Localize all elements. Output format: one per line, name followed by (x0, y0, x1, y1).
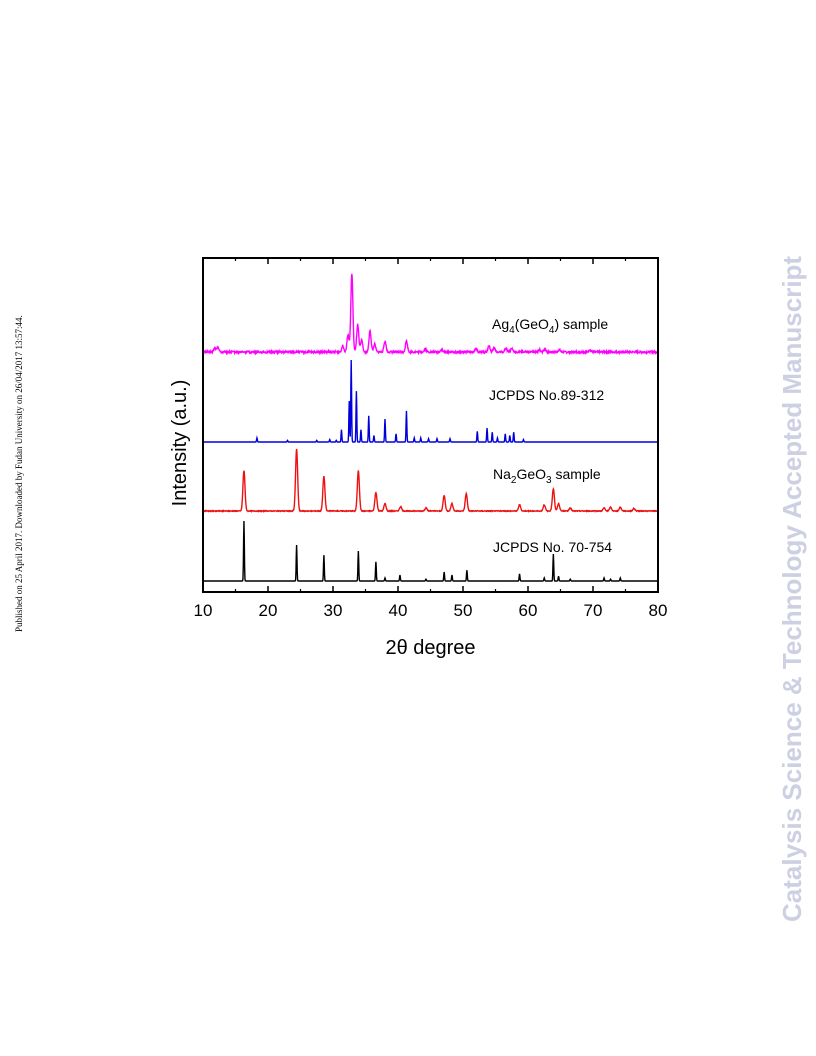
series-layer (202, 273, 659, 582)
series-label-jcpds_89_312: JCPDS No.89-312 (489, 387, 604, 403)
x-tick-label: 30 (324, 601, 343, 620)
x-axis-title: 2θ degree (385, 637, 475, 659)
series-line-jcpds_70_754 (203, 520, 658, 582)
series-labels: Ag4(GeO4) sample JCPDS No.89-312 Na2GeO3 s… (489, 316, 612, 555)
series-line-jcpds_89_312 (203, 359, 658, 443)
x-tick-label: 60 (519, 601, 538, 620)
x-tick-label: 50 (454, 601, 473, 620)
y-axis-title: Intensity (a.u.) (169, 380, 191, 507)
x-tick-label: 20 (259, 601, 278, 620)
series-label-jcpds_70_754: JCPDS No. 70-754 (493, 539, 612, 555)
series-label-na2geo3_sample: Na2GeO3 sample (493, 466, 601, 486)
tick-layer (202, 258, 659, 592)
x-tick-label: 80 (649, 601, 668, 620)
x-tick-label: 70 (584, 601, 603, 620)
series-label-ag4geo4_sample: Ag4(GeO4) sample (492, 316, 608, 336)
series-line-ag4geo4_sample (202, 273, 659, 356)
x-tick-label: 10 (194, 601, 213, 620)
series-line-na2geo3_sample (202, 448, 659, 514)
x-tick-labels: 10 20 30 40 50 60 70 80 (194, 601, 668, 620)
x-tick-label: 40 (389, 601, 408, 620)
